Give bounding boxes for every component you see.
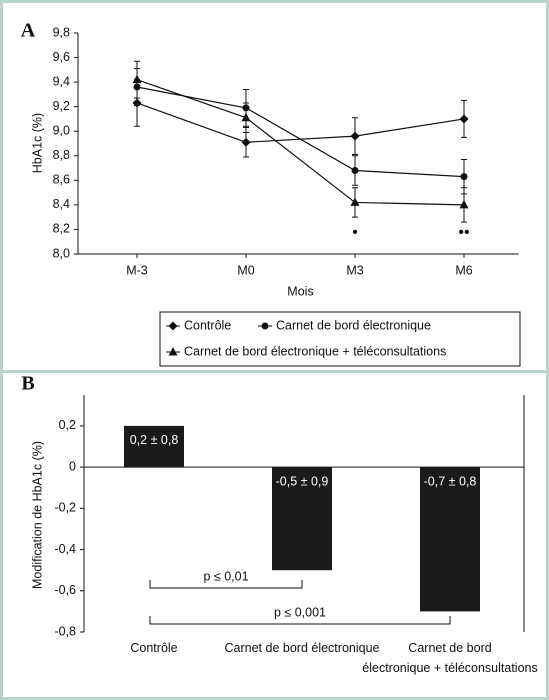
x-tick-label: M6 xyxy=(455,263,472,277)
y-tick-label: 8,0 xyxy=(53,246,70,260)
divider xyxy=(1,370,548,373)
data-point xyxy=(241,112,251,122)
legend-marker xyxy=(168,347,178,356)
y-tick-label: 8,2 xyxy=(53,222,70,236)
data-point xyxy=(241,137,251,147)
data-point xyxy=(460,173,468,181)
y-tick-label: 8,8 xyxy=(53,148,70,162)
panel-label: B xyxy=(21,373,34,395)
panel-label: A xyxy=(21,20,36,42)
y-tick-label: 9,8 xyxy=(53,25,70,39)
value-label: -0,7 ± 0,8 xyxy=(424,474,477,488)
p-value: p ≤ 0,001 xyxy=(274,605,326,619)
x-tick-label: Carnet de bord électronique xyxy=(224,641,380,655)
series-line xyxy=(136,79,465,206)
series-line xyxy=(136,86,465,178)
bar xyxy=(124,425,184,468)
legend-label: Carnet de bord électronique xyxy=(276,318,431,332)
data-point xyxy=(350,197,360,206)
bracket xyxy=(149,616,451,625)
significance-marker: •• xyxy=(458,224,469,241)
series-line xyxy=(136,102,465,143)
bar xyxy=(272,467,332,571)
y-axis-label: Modification de HbA1c (%) xyxy=(30,441,44,589)
y-axis-label: HbA1c (%) xyxy=(30,113,44,173)
y-tick-label: 0 xyxy=(69,459,76,473)
data-point xyxy=(459,199,469,209)
significance-marker: • xyxy=(352,224,358,241)
legend-label: Contrôle xyxy=(184,318,231,332)
data-point xyxy=(459,114,469,124)
legend-box xyxy=(159,311,521,367)
data-point xyxy=(351,167,359,175)
legend-label: Carnet de bord électronique + téléconsul… xyxy=(184,344,446,358)
x-tick-label: M-3 xyxy=(126,263,148,277)
y-tick-label: 9,0 xyxy=(53,124,70,138)
x-tick-label: M0 xyxy=(237,263,254,277)
x-tick-label: Carnet de bord électronique + téléconsul… xyxy=(362,641,538,675)
y-tick-label: -0,2 xyxy=(54,501,76,515)
bracket xyxy=(149,580,303,589)
value-label: -0,5 ± 0,9 xyxy=(276,474,329,488)
legend-marker xyxy=(168,321,178,331)
y-tick-label: 9,2 xyxy=(53,99,70,113)
y-tick-label: 8,6 xyxy=(53,173,70,187)
y-tick-label: -0,4 xyxy=(54,542,76,556)
y-tick-label: 8,4 xyxy=(53,197,70,211)
y-tick-label: -0,6 xyxy=(54,583,76,597)
x-axis-label: Mois xyxy=(287,284,313,298)
bar xyxy=(420,467,480,612)
p-value: p ≤ 0,01 xyxy=(203,569,248,583)
x-tick-label: Contrôle xyxy=(130,641,178,655)
y-tick-label: 9,4 xyxy=(53,74,70,88)
y-tick-label: 9,6 xyxy=(53,50,70,64)
y-tick-label: 0,2 xyxy=(59,418,76,432)
legend-marker xyxy=(261,322,269,330)
y-tick-label: -0,8 xyxy=(54,624,76,638)
x-tick-label: M3 xyxy=(346,263,363,277)
value-label: 0,2 ± 0,8 xyxy=(130,433,179,447)
data-point xyxy=(350,131,360,141)
data-point xyxy=(132,74,142,84)
